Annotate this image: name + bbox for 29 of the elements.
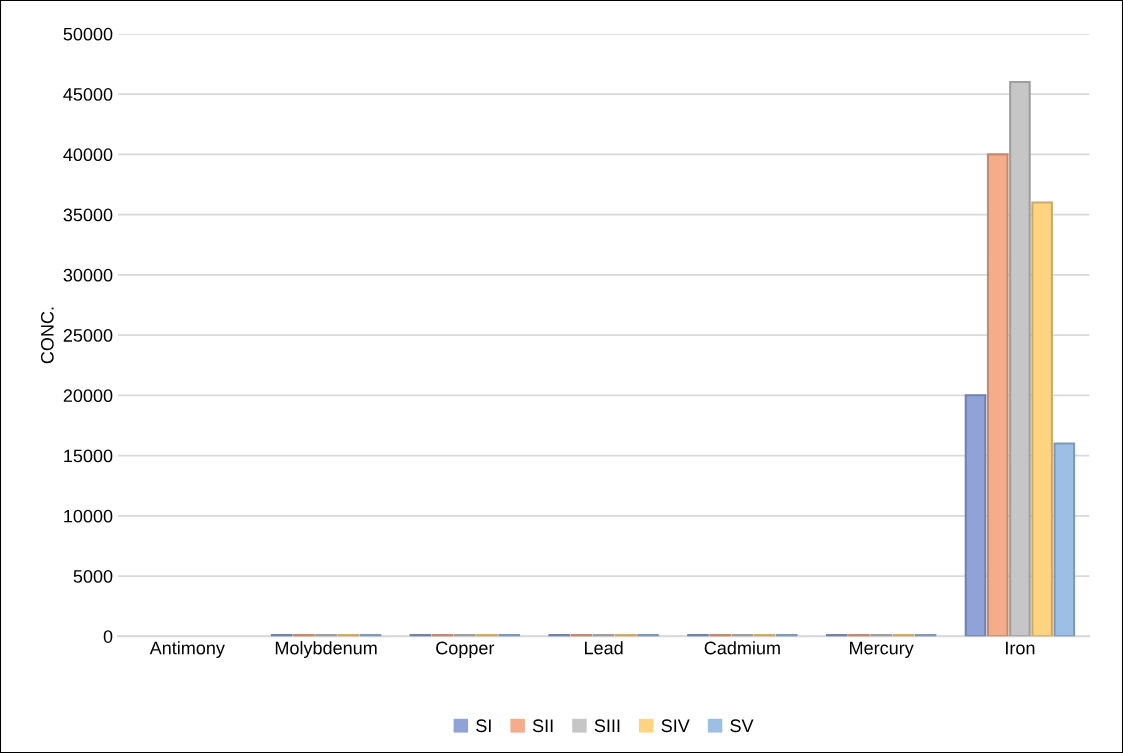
- y-axis-title: CONC.: [40, 307, 54, 364]
- x-tick-label: Molybdenum: [275, 641, 377, 658]
- bar: [1053, 442, 1076, 637]
- y-tick-label: 15000: [64, 449, 113, 463]
- x-tick-label: Copper: [436, 641, 495, 658]
- bar: [964, 394, 987, 637]
- x-tick-label: Mercury: [850, 641, 914, 658]
- y-tick-label: 30000: [63, 268, 113, 282]
- legend-label: SIII: [594, 719, 620, 733]
- bar: [1031, 201, 1053, 637]
- y-tick-label: 10000: [64, 509, 113, 523]
- y-tick-label: 0: [103, 630, 113, 644]
- bar: [986, 153, 1009, 637]
- y-tick-label: 50000: [63, 27, 113, 41]
- x-tick-label: Iron: [1006, 641, 1035, 655]
- x-tick-label: Cadmium: [704, 641, 780, 655]
- y-tick-label: 5000: [73, 569, 113, 583]
- legend-label: SIV: [661, 719, 690, 733]
- y-tick-label: 20000: [63, 389, 113, 403]
- legend-label: SV: [730, 719, 754, 733]
- y-tick-label: 45000: [63, 88, 113, 101]
- legend-label: SI: [476, 719, 491, 733]
- y-tick-label: 40000: [63, 148, 113, 162]
- x-tick-label: Lead: [585, 641, 623, 655]
- x-tick-label: Antimony: [149, 641, 225, 658]
- y-tick-label: 25000: [63, 329, 113, 342]
- legend-label: SII: [532, 719, 553, 733]
- y-tick-label: 35000: [63, 208, 113, 222]
- bar: [1009, 81, 1031, 637]
